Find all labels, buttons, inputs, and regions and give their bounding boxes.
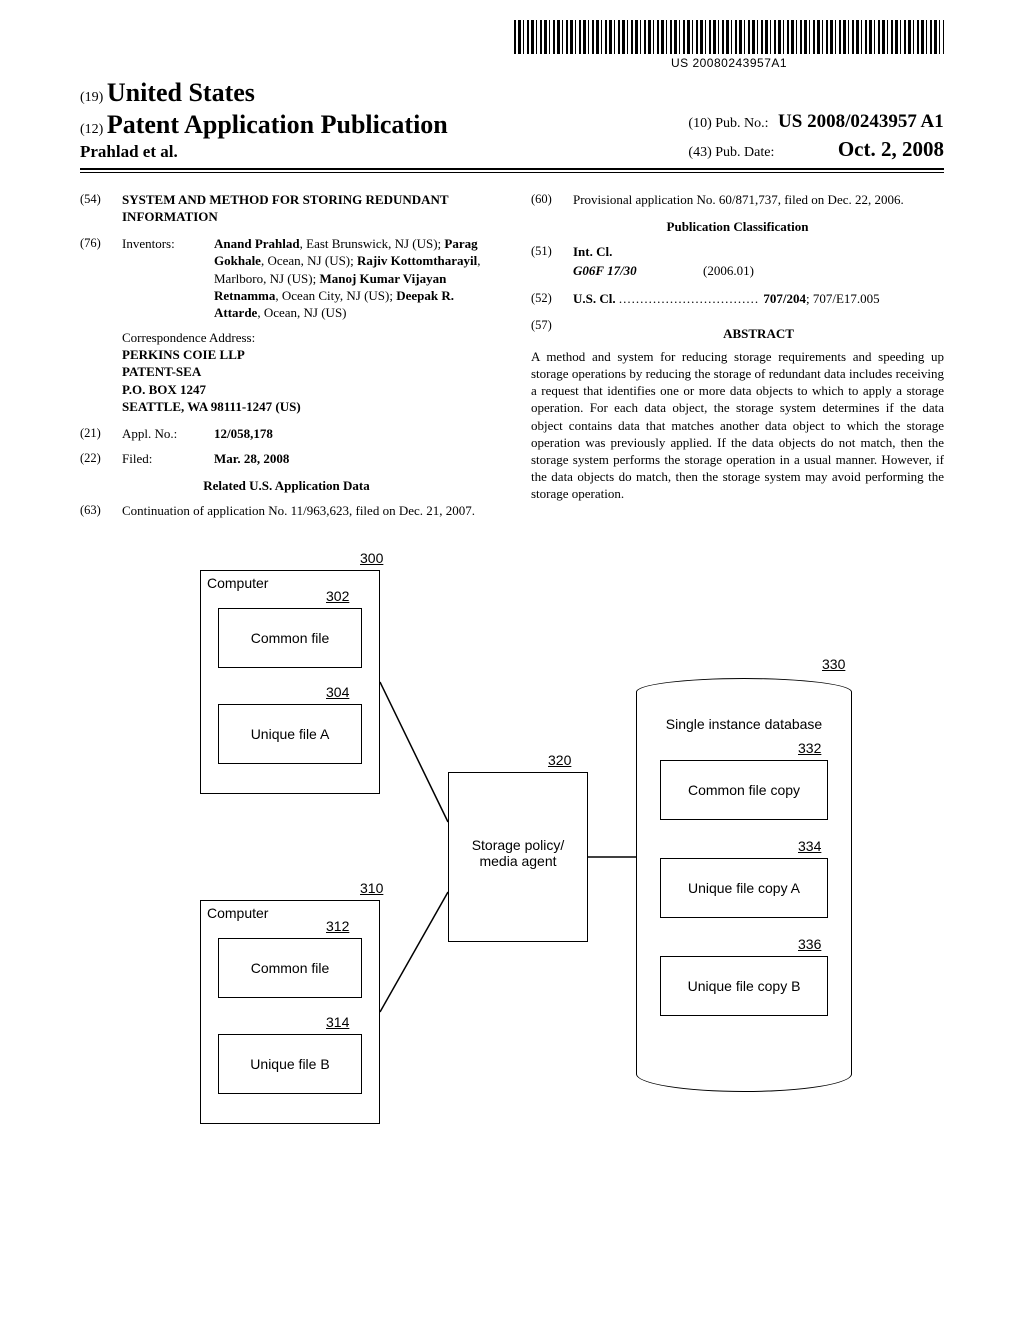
uscl-dots: .................................: [619, 291, 764, 306]
code-57: (57): [531, 317, 573, 348]
diagram-box-box314: Unique file B: [218, 1034, 362, 1094]
barcode-text: US 20080243957A1: [514, 56, 944, 70]
ref-336: 336: [798, 936, 821, 952]
continuation-text: Continuation of application No. 11/963,6…: [122, 502, 493, 519]
doc-type: Patent Application Publication: [107, 110, 448, 139]
field-22-filed: (22) Filed: Mar. 28, 2008: [80, 450, 493, 467]
abstract-text: A method and system for reducing storage…: [531, 348, 944, 502]
diagram-box-320: Storage policy/media agent: [448, 772, 588, 942]
diagram-box-box302: Common file: [218, 608, 362, 668]
diagram-box-box334: Unique file copy A: [660, 858, 828, 918]
uscl-label: U.S. Cl.: [573, 291, 616, 306]
diagram-box-box304: Unique file A: [218, 704, 362, 764]
filed-date: Mar. 28, 2008: [214, 450, 493, 467]
ref-300: 300: [360, 550, 383, 566]
ref-302: 302: [326, 588, 349, 604]
inventors-list: Anand Prahlad, East Brunswick, NJ (US); …: [214, 235, 493, 321]
corr-line3: P.O. BOX 1247: [122, 381, 493, 398]
ref-312: 312: [326, 918, 349, 934]
appl-number: 12/058,178: [214, 425, 493, 442]
corr-label: Correspondence Address:: [122, 329, 493, 346]
pubclass-heading: Publication Classification: [531, 218, 944, 235]
abstract-heading: ABSTRACT: [573, 325, 944, 342]
header-rule-thick: [80, 168, 944, 170]
field-21-applno: (21) Appl. No.: 12/058,178: [80, 425, 493, 442]
intcl-code: G06F 17/30: [573, 262, 703, 279]
corr-line1: PERKINS COIE LLP: [122, 346, 493, 363]
patent-header: (19) United States (12) Patent Applicati…: [80, 78, 944, 173]
inventors-label: Inventors:: [122, 235, 214, 321]
right-column: (60) Provisional application No. 60/871,…: [531, 191, 944, 528]
authors-line: Prahlad et al.: [80, 142, 448, 162]
left-column: (54) SYSTEM AND METHOD FOR STORING REDUN…: [80, 191, 493, 528]
pub-number: US 2008/0243957 A1: [778, 111, 944, 132]
body-columns: (54) SYSTEM AND METHOD FOR STORING REDUN…: [80, 191, 944, 528]
code-21: (21): [80, 425, 122, 442]
box-label: Computer: [207, 905, 268, 921]
code-54: (54): [80, 191, 122, 225]
ref-320: 320: [548, 752, 571, 768]
field-57: (57) ABSTRACT: [531, 317, 944, 348]
correspondence-address: Correspondence Address: PERKINS COIE LLP…: [122, 329, 493, 415]
code-12: (12): [80, 122, 103, 137]
code-52: (52): [531, 290, 573, 307]
code-60: (60): [531, 191, 573, 208]
box320-l1: Storage policy/: [449, 837, 587, 853]
header-line-country: (19) United States: [80, 78, 944, 108]
pubno-label: Pub. No.:: [715, 116, 768, 131]
ref-310: 310: [360, 880, 383, 896]
code-43: (43): [688, 145, 711, 160]
applno-label: Appl. No.:: [122, 425, 214, 442]
code-63: (63): [80, 502, 122, 519]
header-rule-thin: [80, 172, 944, 173]
intcl-label: Int. Cl.: [573, 243, 944, 260]
code-19: (19): [80, 90, 103, 105]
ref-314: 314: [326, 1014, 349, 1030]
country-name: United States: [107, 78, 255, 107]
intcl-year: (2006.01): [703, 262, 754, 279]
field-54-title: (54) SYSTEM AND METHOD FOR STORING REDUN…: [80, 191, 493, 225]
code-22: (22): [80, 450, 122, 467]
field-76-inventors: (76) Inventors: Anand Prahlad, East Brun…: [80, 235, 493, 321]
uscl-rest: ; 707/E17.005: [806, 291, 880, 306]
barcode: [514, 20, 944, 54]
filed-label: Filed:: [122, 450, 214, 467]
box-label: Computer: [207, 575, 268, 591]
code-10: (10): [688, 116, 711, 131]
diagram-box-box312: Common file: [218, 938, 362, 998]
intcl-value-row: G06F 17/30 (2006.01): [573, 262, 944, 279]
field-52-uscl: (52) U.S. Cl. ..........................…: [531, 290, 944, 307]
invention-title: SYSTEM AND METHOD FOR STORING REDUNDANT …: [122, 191, 493, 225]
diagram-box-box336: Unique file copy B: [660, 956, 828, 1016]
ref-330: 330: [822, 656, 845, 672]
related-heading: Related U.S. Application Data: [80, 477, 493, 494]
pub-date: Oct. 2, 2008: [838, 137, 944, 161]
uscl-main: 707/204: [763, 291, 806, 306]
field-60-provisional: (60) Provisional application No. 60/871,…: [531, 191, 944, 208]
ref-334: 334: [798, 838, 821, 854]
corr-line4: SEATTLE, WA 98111-1247 (US): [122, 398, 493, 415]
patent-figure: Computer 300 Common file 302 Unique file A 30…: [80, 552, 944, 1192]
uscl-body: U.S. Cl. ...............................…: [573, 290, 944, 307]
field-63-continuation: (63) Continuation of application No. 11/…: [80, 502, 493, 519]
code-76: (76): [80, 235, 122, 321]
header-right: (10) Pub. No.: US 2008/0243957 A1 (43) P…: [688, 111, 944, 162]
field-51-intcl: (51) Int. Cl.: [531, 243, 944, 260]
provisional-text: Provisional application No. 60/871,737, …: [573, 191, 944, 208]
ref-304: 304: [326, 684, 349, 700]
barcode-block: US 20080243957A1: [514, 20, 944, 70]
pubdate-label: Pub. Date:: [715, 145, 774, 160]
ref-332: 332: [798, 740, 821, 756]
diagram-box-box332: Common file copy: [660, 760, 828, 820]
header-left: (12) Patent Application Publication Prah…: [80, 110, 448, 162]
box320-l2: media agent: [449, 853, 587, 869]
corr-line2: PATENT-SEA: [122, 363, 493, 380]
sidb-label: Single instance database: [646, 716, 842, 732]
code-51: (51): [531, 243, 573, 260]
